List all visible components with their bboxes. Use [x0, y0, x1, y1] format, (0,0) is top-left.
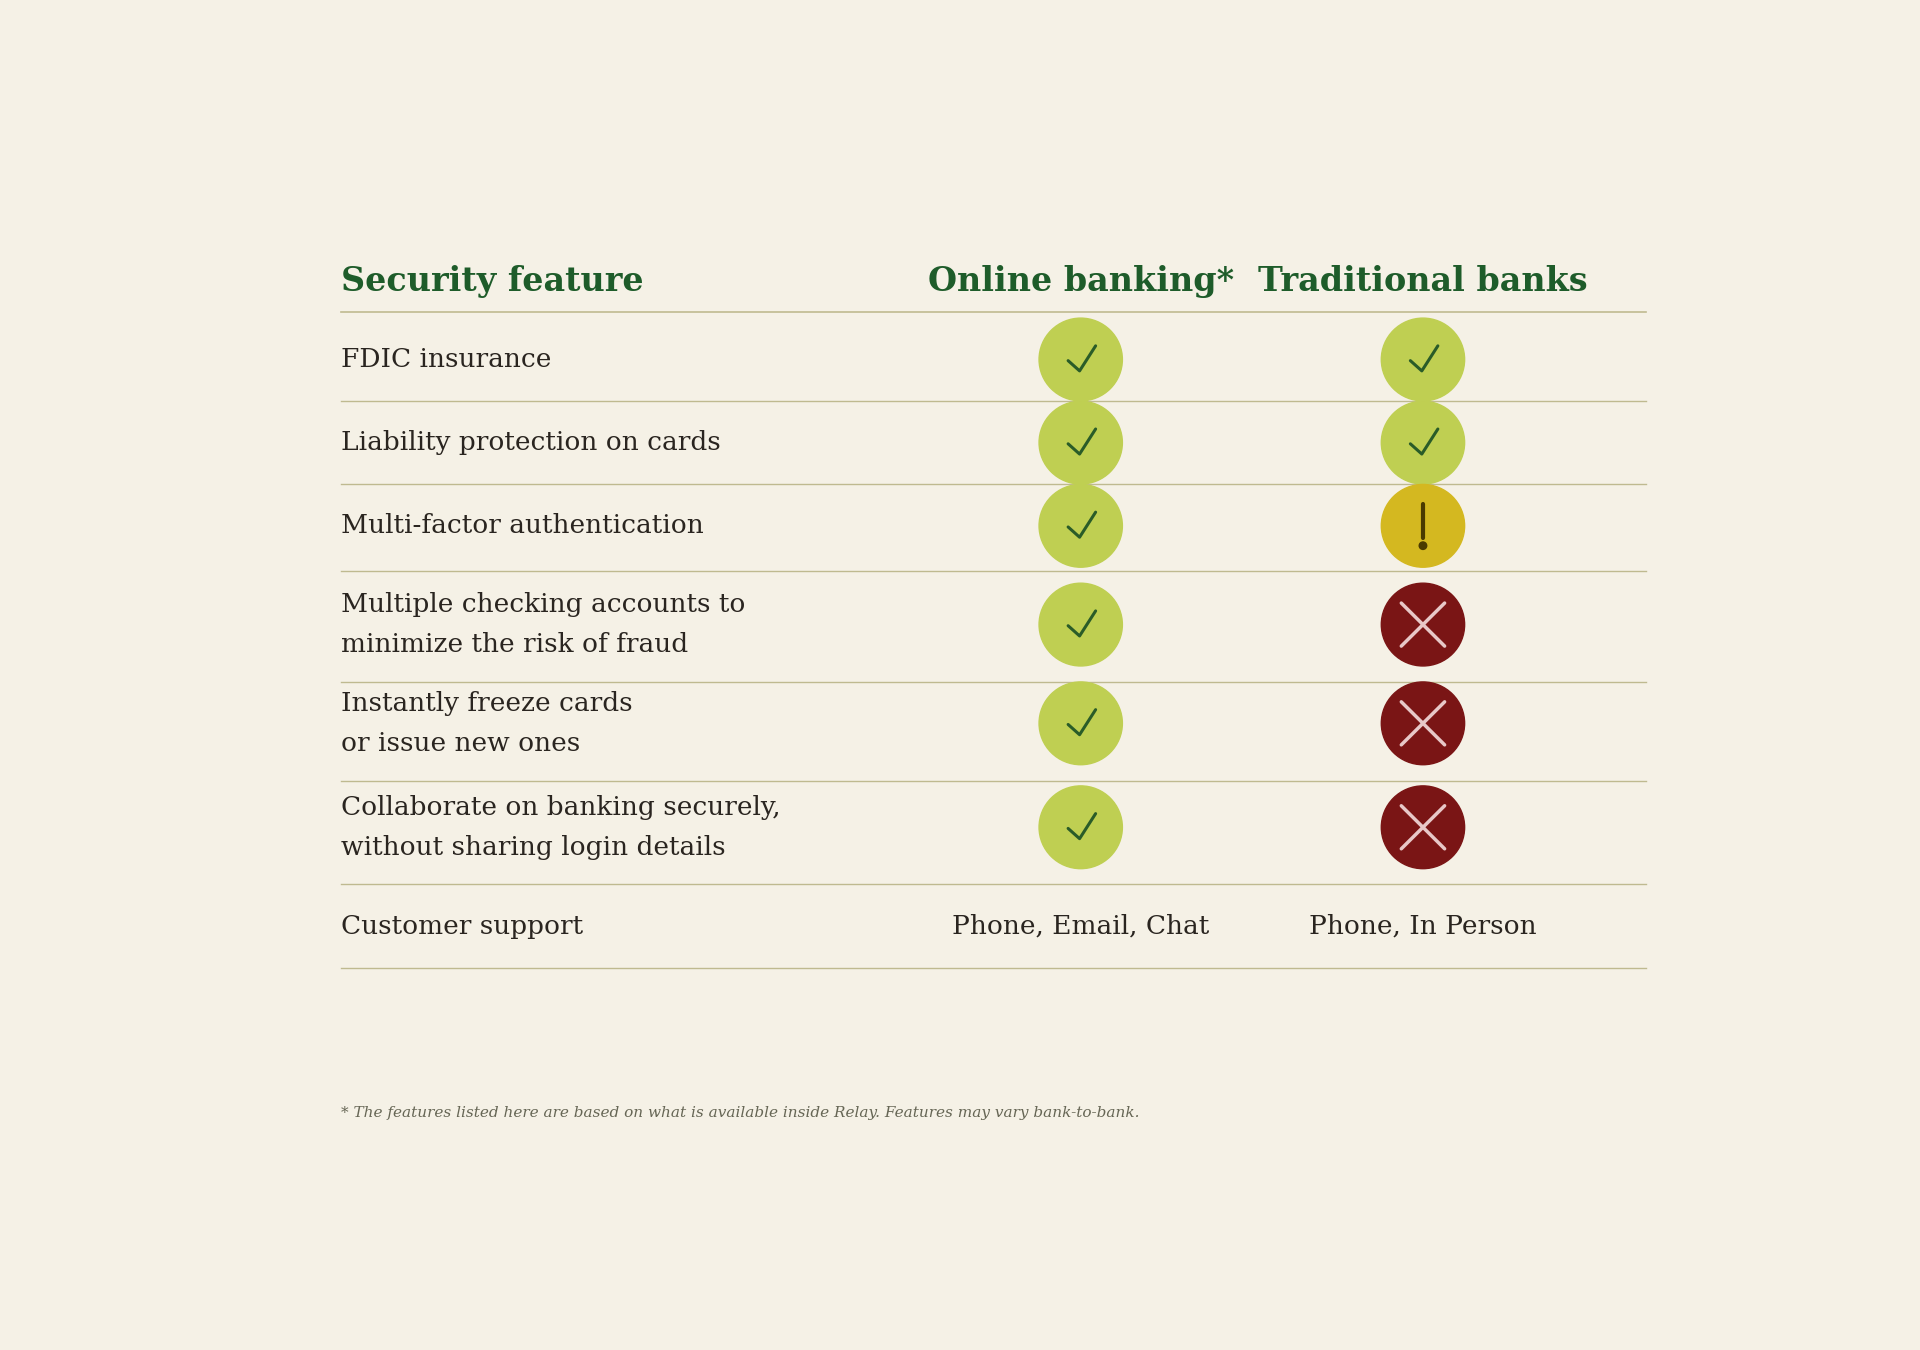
Text: Phone, Email, Chat: Phone, Email, Chat: [952, 914, 1210, 938]
Ellipse shape: [1039, 401, 1123, 485]
Text: FDIC insurance: FDIC insurance: [342, 347, 551, 373]
Text: Multi-factor authentication: Multi-factor authentication: [342, 513, 705, 539]
Ellipse shape: [1380, 319, 1465, 401]
Text: Multiple checking accounts to: Multiple checking accounts to: [342, 593, 745, 617]
Ellipse shape: [1380, 682, 1465, 764]
Text: Customer support: Customer support: [342, 914, 584, 938]
Text: * The features listed here are based on what is available inside Relay. Features: * The features listed here are based on …: [342, 1106, 1140, 1120]
Text: minimize the risk of fraud: minimize the risk of fraud: [342, 632, 687, 657]
Text: or issue new ones: or issue new ones: [342, 730, 580, 756]
Text: Traditional banks: Traditional banks: [1258, 265, 1588, 298]
Ellipse shape: [1039, 485, 1123, 567]
Text: Instantly freeze cards: Instantly freeze cards: [342, 691, 634, 716]
Text: Liability protection on cards: Liability protection on cards: [342, 431, 720, 455]
Ellipse shape: [1039, 682, 1123, 764]
Ellipse shape: [1380, 583, 1465, 666]
Ellipse shape: [1419, 541, 1427, 549]
Text: Phone, In Person: Phone, In Person: [1309, 914, 1536, 938]
Ellipse shape: [1039, 786, 1123, 868]
Ellipse shape: [1380, 401, 1465, 485]
Text: Security feature: Security feature: [342, 265, 643, 298]
Ellipse shape: [1380, 485, 1465, 567]
Ellipse shape: [1380, 786, 1465, 868]
Ellipse shape: [1039, 583, 1123, 666]
Ellipse shape: [1039, 319, 1123, 401]
Text: without sharing login details: without sharing login details: [342, 834, 726, 860]
Text: Collaborate on banking securely,: Collaborate on banking securely,: [342, 795, 781, 819]
Text: Online banking*: Online banking*: [927, 265, 1235, 298]
